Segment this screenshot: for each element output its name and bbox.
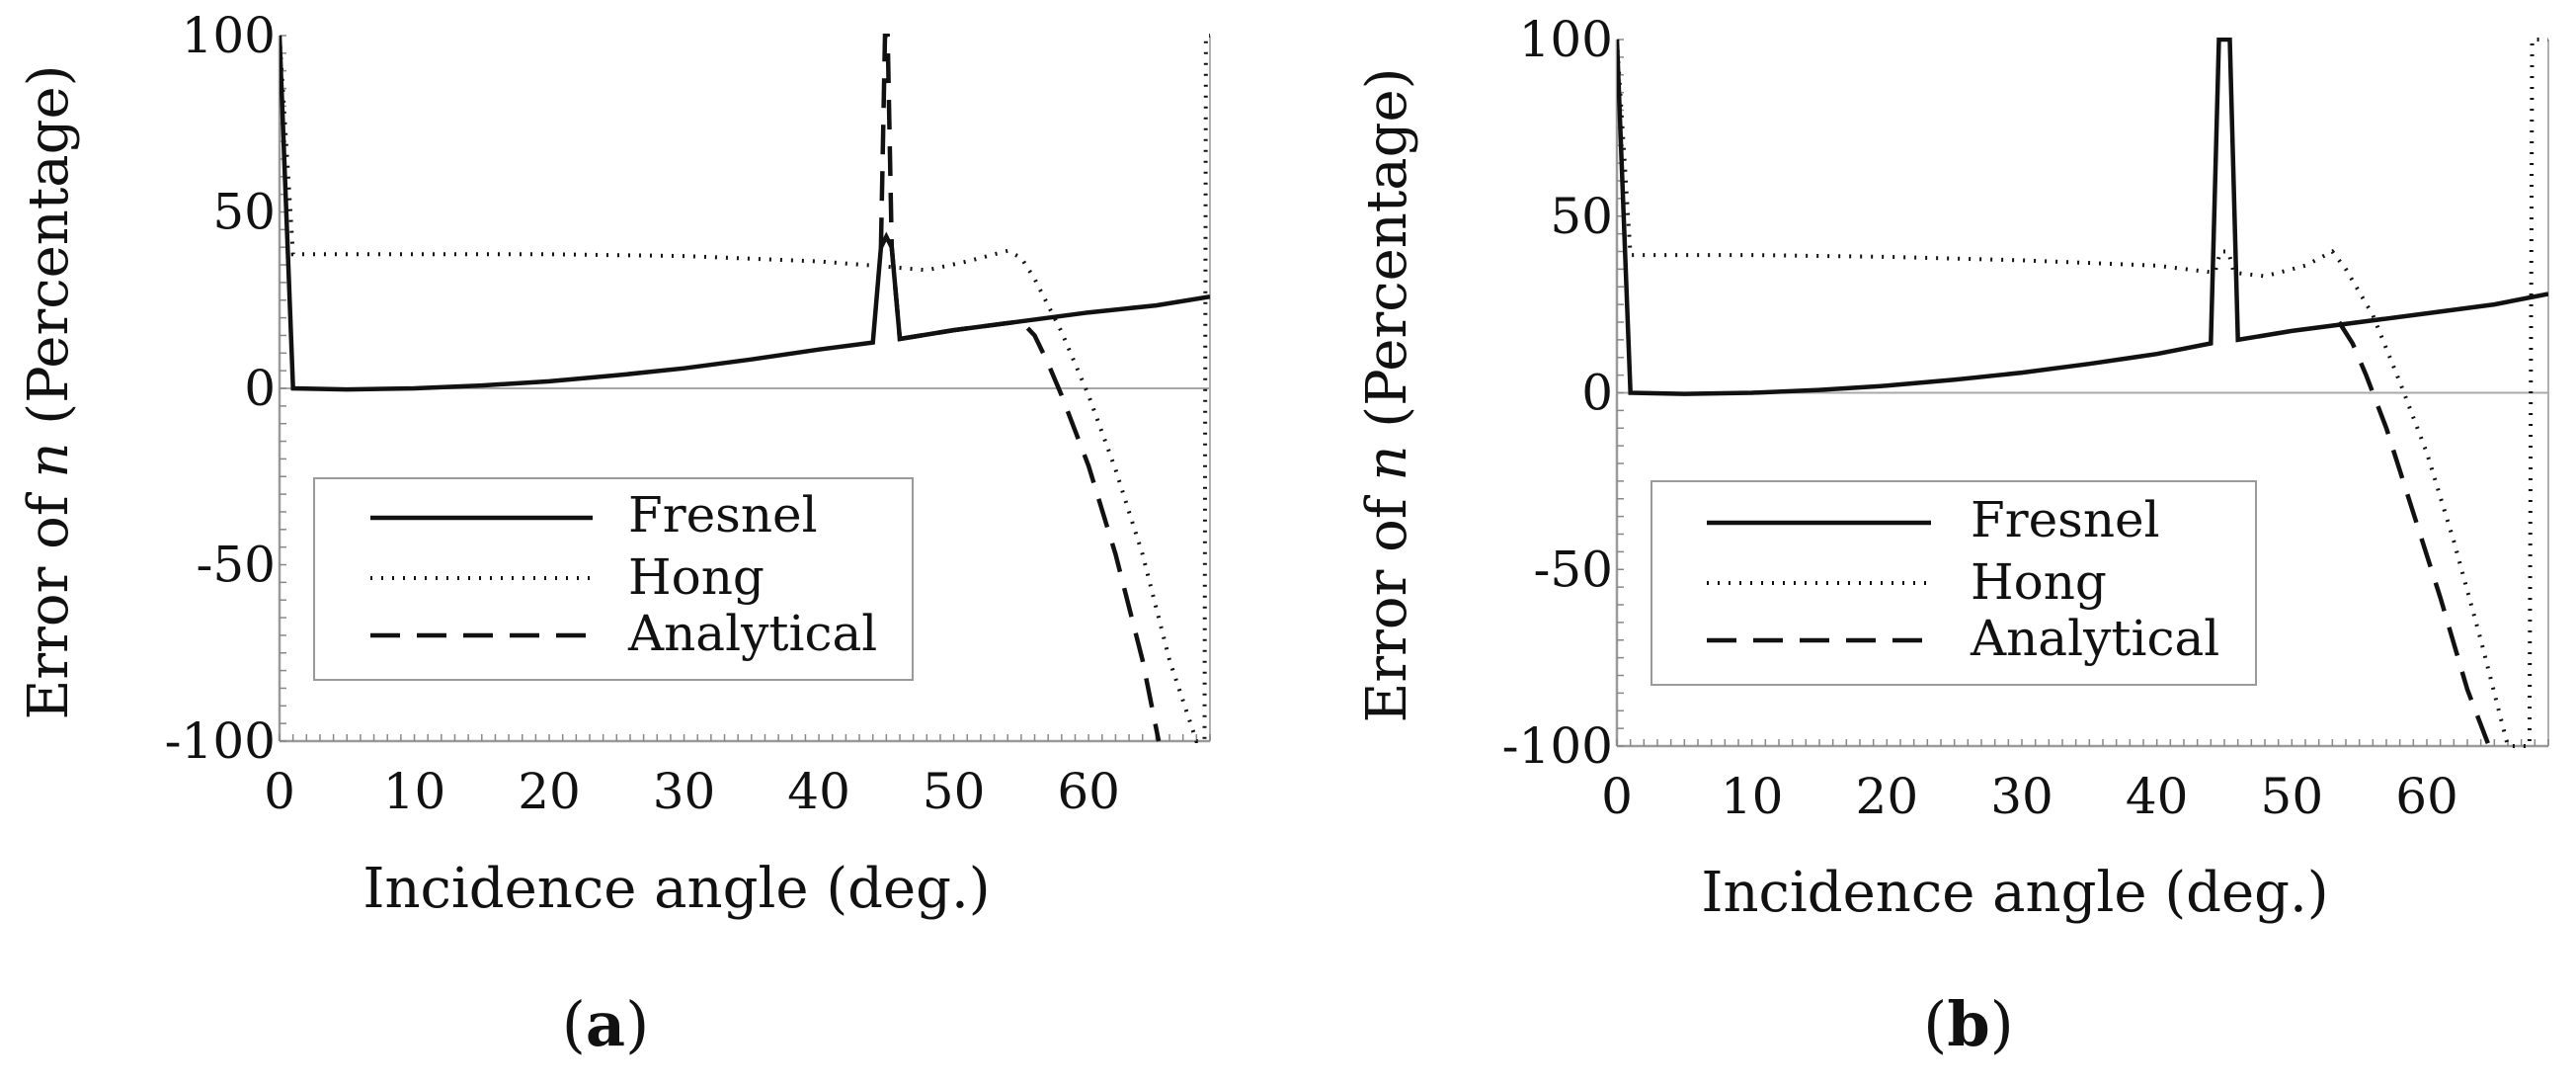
y-axis-title: Error of n (Percentage) <box>17 64 81 719</box>
series-analytical-line <box>2337 320 2492 747</box>
x-tick-label: 40 <box>2126 768 2189 825</box>
x-tick-label: 50 <box>923 763 986 820</box>
x-tick-label: 0 <box>264 763 295 820</box>
x-tick-label: 0 <box>1601 768 1633 825</box>
x-tick-label: 20 <box>1856 768 1919 825</box>
y-tick-label: -50 <box>1533 541 1613 598</box>
x-tick-label: 40 <box>787 763 850 820</box>
legend-label-analytical: Analytical <box>627 605 877 662</box>
y-tick-label: -100 <box>165 712 276 770</box>
x-tick-label: 10 <box>383 763 446 820</box>
y-tick-label: 50 <box>212 184 276 241</box>
x-axis-title: Incidence angle (deg.) <box>362 857 990 921</box>
series-fresnel-line <box>1617 38 2548 396</box>
x-tick-label: 50 <box>2261 768 2324 825</box>
legend-a: Fresnel Hong Analytical <box>313 477 914 681</box>
y-axis-title: Error of n (Percentage) <box>1355 67 1419 722</box>
legend-label-fresnel: Fresnel <box>1971 491 2160 548</box>
y-tick-label: 50 <box>1550 188 1613 245</box>
x-tick-label: 30 <box>653 763 716 820</box>
legend-label-fresnel: Fresnel <box>628 486 818 543</box>
x-tick-label: 60 <box>1057 763 1120 820</box>
x-tick-label: 30 <box>1990 768 2053 825</box>
plot-marks-b: 0 10 20 30 40 50 60 100 50 0 -50 -100 <box>1502 11 2549 825</box>
panel-label-a: (a) <box>562 988 650 1060</box>
legend-b: Fresnel Hong Analytical <box>1650 480 2257 686</box>
y-tick-label: 0 <box>1581 365 1613 422</box>
panel-label-b: (b) <box>1923 988 2014 1060</box>
x-tick-label: 60 <box>2395 768 2458 825</box>
chart-panel-a: 0 10 20 30 40 50 60 100 50 0 -50 -100 Fresnel Hong … <box>17 7 1211 1060</box>
y-tick-label: -50 <box>196 537 276 594</box>
legend-label-analytical: Analytical <box>1970 610 2219 667</box>
y-tick-label: -100 <box>1502 717 1613 775</box>
x-tick-label: 10 <box>1721 768 1784 825</box>
series-analytical-line <box>878 34 1162 742</box>
y-tick-label: 100 <box>182 7 276 64</box>
y-tick-label: 100 <box>1519 11 1613 68</box>
plot-marks-a: 0 10 20 30 40 50 60 100 50 0 -50 -100 <box>165 7 1211 820</box>
chart-panel-b: 0 10 20 30 40 50 60 100 50 0 -50 -100 Fresnel Hong … <box>1355 11 2549 1060</box>
y-tick-label: 0 <box>244 360 276 417</box>
series-fresnel-line <box>280 35 1210 392</box>
x-axis-title: Incidence angle (deg.) <box>1701 861 2328 925</box>
legend-label-hong: Hong <box>1971 553 2107 611</box>
legend-label-hong: Hong <box>628 548 765 606</box>
x-tick-label: 20 <box>518 763 581 820</box>
